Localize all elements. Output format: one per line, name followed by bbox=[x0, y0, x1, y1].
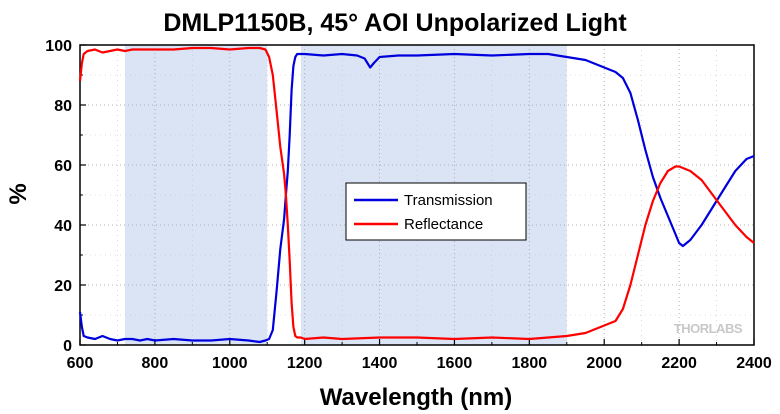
y-tick-label: 20 bbox=[54, 278, 72, 295]
series-lines bbox=[78, 46, 755, 344]
thorlabs-watermark: THORLABS bbox=[674, 321, 743, 336]
x-tick-label: 600 bbox=[67, 355, 94, 372]
legend-box bbox=[345, 182, 527, 241]
x-tick-label: 1600 bbox=[437, 355, 473, 372]
legend: Transmission Reflectance bbox=[345, 182, 527, 241]
x-tick-label: 2200 bbox=[661, 355, 697, 372]
series-line-transmission bbox=[78, 52, 755, 344]
legend-label-transmission: Transmission bbox=[404, 192, 493, 209]
y-tick-label: 80 bbox=[54, 98, 72, 115]
y-tick-label: 40 bbox=[54, 218, 72, 235]
shaded-region-1 bbox=[124, 45, 268, 345]
x-tick-label: 1400 bbox=[362, 355, 398, 372]
x-axis-title: Wavelength (nm) bbox=[320, 384, 512, 411]
x-tick-label: 2400 bbox=[736, 355, 772, 372]
chart-title: DMLP1150B, 45° AOI Unpolarized Light bbox=[163, 9, 627, 37]
series-line-reflectance bbox=[78, 46, 755, 341]
x-tick-label: 1200 bbox=[287, 355, 323, 372]
y-tick-label: 100 bbox=[45, 38, 72, 55]
x-tick-label: 1800 bbox=[512, 355, 548, 372]
x-tick-label: 800 bbox=[142, 355, 169, 372]
y-tick-label: 0 bbox=[63, 338, 72, 355]
legend-label-reflectance: Reflectance bbox=[404, 216, 483, 233]
x-tick-label: 1000 bbox=[212, 355, 248, 372]
x-tick-label: 2000 bbox=[586, 355, 622, 372]
axis-ticks: 600 800 1000 1200 1400 1600 1800 2000 2200 2400 0 2… bbox=[45, 38, 772, 372]
y-tick-label: 60 bbox=[54, 158, 72, 175]
y-axis-title: % bbox=[5, 183, 32, 204]
